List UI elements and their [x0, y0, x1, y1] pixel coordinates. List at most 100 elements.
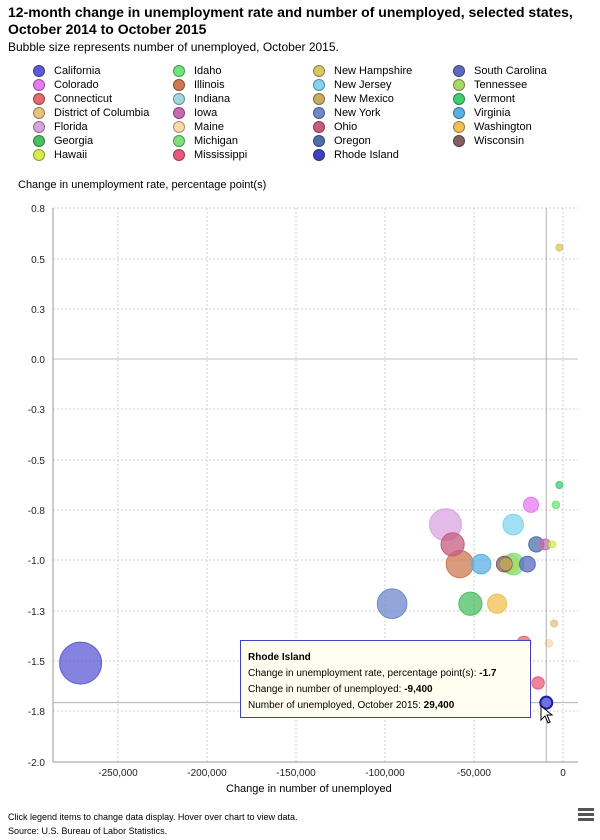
chart-subtitle: Bubble size represents number of unemplo…: [8, 40, 339, 54]
y-tick-label: -1.5: [28, 657, 46, 668]
legend-label: Illinois: [194, 79, 225, 91]
legend-label: New York: [334, 107, 381, 119]
bubble-georgia[interactable]: Georgia: [458, 591, 483, 616]
y-tick-label: 0.3: [31, 305, 45, 316]
legend-label: Indiana: [194, 93, 231, 105]
legend-swatch: [313, 107, 325, 119]
legend-label: Tennessee: [474, 79, 528, 91]
legend-label: Virginia: [474, 107, 511, 119]
x-tick-label: -150,000: [276, 768, 316, 779]
bubble-new-mexico[interactable]: New Mexico: [500, 558, 512, 570]
footer-source: Source: U.S. Bureau of Labor Statistics.: [8, 826, 168, 836]
x-tick-label: -200,000: [187, 768, 227, 779]
tooltip-count-label: Number of unemployed, October 2015:: [248, 700, 421, 711]
y-tick-label: 0.8: [31, 204, 45, 215]
legend-label: District of Columbia: [54, 107, 150, 119]
legend-swatch: [173, 93, 185, 105]
bubble-colorado[interactable]: Colorado: [522, 496, 540, 513]
x-tick-label: 0: [560, 768, 566, 779]
legend-swatch: [453, 79, 465, 91]
bubble-district-of-columbia[interactable]: District of Columbia: [550, 619, 559, 628]
chart-title: 12-month change in unemployment rate and…: [8, 4, 573, 37]
legend-label: New Hampshire: [334, 65, 413, 77]
legend-swatch: [313, 149, 325, 161]
bubble-new-jersey[interactable]: New Jersey: [502, 513, 525, 536]
y-tick-label: 0.5: [31, 255, 45, 266]
tooltip-change-label: Change in number of unemployed:: [248, 684, 402, 695]
y-tick-label: 0.0: [31, 355, 45, 366]
legend-swatch: [453, 135, 465, 147]
legend-swatch: [33, 121, 45, 133]
legend-label: Vermont: [474, 93, 515, 105]
bubble-hawaii[interactable]: Hawaii: [548, 540, 557, 549]
legend-label: Hawaii: [54, 149, 88, 161]
legend-label: New Mexico: [334, 93, 394, 105]
bubble-washington[interactable]: Washington: [487, 593, 508, 614]
hamburger-menu-icon[interactable]: [578, 808, 594, 822]
legend-label: Connecticut: [54, 93, 113, 105]
x-tick-label: -250,000: [98, 768, 138, 779]
legend-label: Florida: [54, 121, 88, 133]
legend-swatch: [173, 149, 185, 161]
legend-label: Iowa: [194, 107, 218, 119]
bubble-california[interactable]: California: [59, 641, 103, 685]
tooltip-count-value: 29,400: [423, 700, 455, 711]
bubble-south-carolina[interactable]: South Carolina: [519, 555, 536, 573]
bubble-vermont[interactable]: Vermont: [555, 481, 564, 489]
y-tick-label: -0.3: [28, 405, 46, 416]
legend-swatch: [453, 121, 465, 133]
legend-swatch: [173, 79, 185, 91]
tooltip-change-value: -9,400: [404, 684, 433, 695]
mouse-pointer-icon: [540, 705, 554, 724]
legend-swatch: [33, 135, 45, 147]
bubble-virginia[interactable]: Virginia: [470, 553, 492, 575]
bubble-ohio[interactable]: Ohio: [440, 532, 465, 557]
y-tick-label: -1.3: [28, 607, 46, 618]
legend-swatch: [453, 93, 465, 105]
footer-note: Click legend items to change data displa…: [8, 812, 298, 822]
tooltip-change-row: Change in number of unemployed: -9,400: [248, 682, 530, 698]
bubble-mississippi[interactable]: Mississippi: [531, 676, 545, 690]
bubble-new-hampshire[interactable]: New Hampshire: [555, 243, 564, 252]
legend-label: Georgia: [54, 135, 94, 147]
legend-swatch: [173, 65, 185, 77]
legend-swatch: [173, 121, 185, 133]
x-tick-label: -50,000: [457, 768, 491, 779]
tooltip-count-row: Number of unemployed, October 2015: 29,4…: [248, 698, 530, 714]
legend-swatch: [453, 65, 465, 77]
legend-swatch: [173, 107, 185, 119]
legend-label: Michigan: [194, 135, 239, 147]
y-tick-label: -0.8: [28, 506, 46, 517]
tooltip-rate-value: -1.7: [479, 668, 497, 679]
legend-swatch: [313, 79, 325, 91]
legend-swatch: [33, 149, 45, 161]
legend-swatch: [173, 135, 185, 147]
legend-label: Oregon: [334, 135, 371, 147]
y-tick-label: -0.5: [28, 456, 46, 467]
y-tick-label: -2.0: [28, 758, 46, 769]
y-axis-label: Change in unemployment rate, percentage …: [18, 179, 267, 191]
legend: California Colorado Connecticut District of…: [0, 0, 600, 170]
legend-swatch: [313, 135, 325, 147]
legend-swatch: [313, 93, 325, 105]
tooltip: Rhode Island Change in unemployment rate…: [240, 640, 531, 718]
tooltip-rate-row: Change in unemployment rate, percentage …: [248, 666, 530, 682]
legend-swatch: [313, 65, 325, 77]
legend-label: Mississippi: [194, 149, 248, 161]
legend-swatch: [313, 121, 325, 133]
tooltip-rate-label: Change in unemployment rate, percentage …: [248, 668, 477, 679]
highlighted-bubble[interactable]: [539, 695, 554, 710]
bubble-new-york[interactable]: New York: [376, 588, 408, 620]
y-tick-label: -1.0: [28, 556, 46, 567]
legend-label: New Jersey: [334, 79, 392, 91]
legend-swatch: [453, 107, 465, 119]
legend-label: Wisconsin: [474, 135, 525, 147]
legend-swatch: [33, 79, 45, 91]
bubble-idaho[interactable]: Idaho: [551, 500, 561, 510]
legend-swatch: [33, 93, 45, 105]
x-axis-label: Change in number of unemployed: [226, 783, 392, 795]
legend-swatch: [33, 107, 45, 119]
bubble-maine[interactable]: Maine: [544, 639, 554, 648]
tooltip-title: Rhode Island: [248, 652, 311, 663]
